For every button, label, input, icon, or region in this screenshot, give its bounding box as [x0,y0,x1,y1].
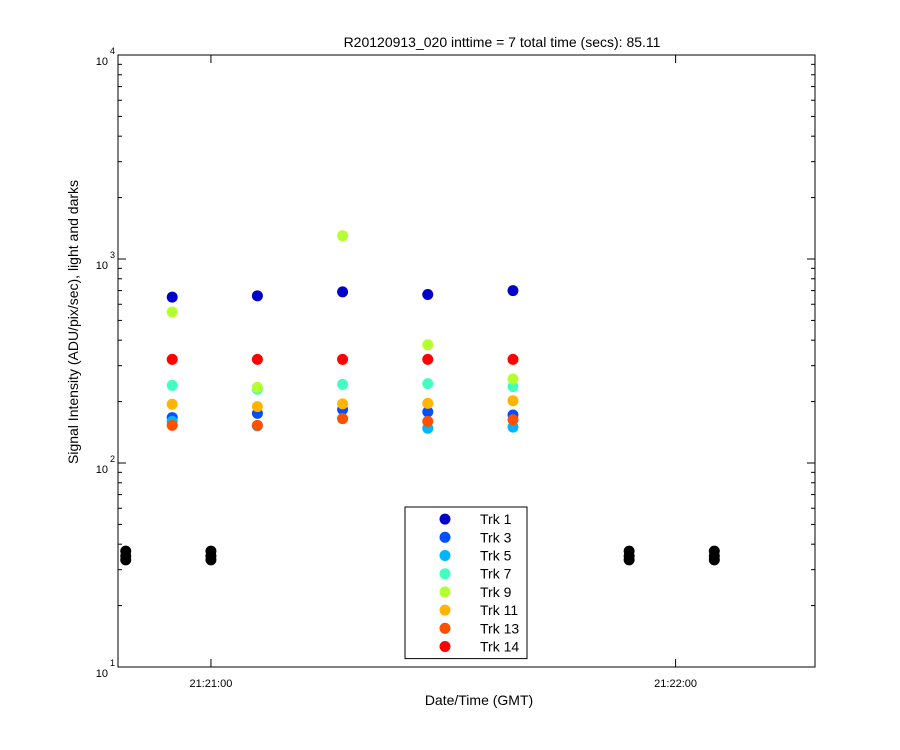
data-point [337,353,349,365]
data-point [623,545,635,557]
y-tick-label: 10 [96,260,108,272]
legend-marker [439,586,451,598]
data-point [507,395,519,407]
data-point [337,286,349,298]
data-point [422,406,434,418]
data-point [337,398,349,410]
data-point [708,545,720,557]
data-point [205,554,217,566]
data-point [166,379,178,391]
data-point [507,285,519,297]
data-point [120,554,132,566]
legend-marker [439,513,451,525]
legend-marker [439,531,451,543]
data-point [251,419,263,431]
minor-ticks [118,63,815,607]
legend-marker [439,641,451,652]
data-point [166,398,178,410]
data-point [422,353,434,365]
data-point [422,339,434,351]
data-point [337,230,349,242]
legend-label: Trk 7 [480,566,512,582]
chart-title: R20120913_020 inttime = 7 total time (se… [344,34,661,50]
data-point [337,413,349,425]
legend-label: Trk 11 [480,602,518,618]
y-tick-label: 10 [96,56,108,68]
x-axis-label: Date/Time (GMT) [425,692,533,708]
data-point [251,290,263,302]
legend: Trk 1 Trk 3 Trk 5 Trk 7 Trk 9 Trk 11 Trk 13 Trk… [404,506,528,660]
data-point [205,545,217,557]
legend-label: Trk 9 [480,584,512,600]
legend-marker [439,568,451,580]
legend-label: Trk 5 [480,548,512,564]
data-point [337,378,349,390]
data-point [507,414,519,426]
data-point [422,415,434,427]
data-point [120,545,132,557]
x-tick-label: 21:21:00 [190,678,233,690]
legend-marker [439,604,451,616]
x-tick-label: 21:22:00 [654,678,697,690]
legend-label: Trk 3 [480,529,512,545]
y-tick-exponent: 2 [110,454,115,464]
legend-box [404,506,528,660]
y-tick-exponent: 4 [110,46,115,56]
data-point [507,353,519,365]
y-axis-label: Signal Intensity (ADU/pix/sec), light an… [65,180,81,464]
data-point [708,554,720,566]
data-point [623,554,635,566]
data-point [166,353,178,365]
legend-marker [439,550,451,561]
y-tick-exponent: 3 [110,250,115,260]
data-point [251,381,263,393]
data-points [120,230,720,566]
y-tick-label: 10 [96,464,108,476]
data-point [166,306,178,318]
y-tick-label: 10 [96,668,108,680]
data-point [166,291,178,303]
data-point [166,419,178,431]
data-point [507,381,519,393]
legend-label: Trk 14 [480,639,519,655]
legend-marker [439,622,451,634]
data-point [422,397,434,409]
plot-area [117,54,816,668]
data-point [507,373,519,385]
data-point [422,378,434,390]
data-point [422,288,434,300]
legend-label: Trk 13 [480,620,519,636]
y-tick-exponent: 1 [110,658,115,668]
data-point [251,353,263,365]
x-axis-ticks: 21:21:00 21:22:00 [190,55,697,690]
legend-label: Trk 1 [480,511,512,527]
data-point [251,401,263,413]
